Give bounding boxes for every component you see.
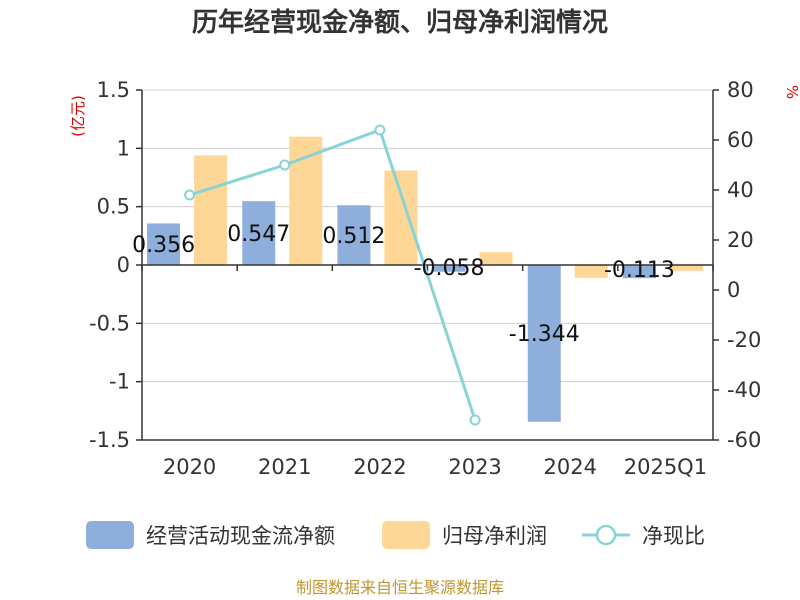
x-axis-label: 2022 bbox=[353, 455, 406, 479]
left-axis-tick-label: 0 bbox=[117, 253, 130, 277]
legend-label-net-profit: 归母净利润 bbox=[442, 524, 547, 548]
ratio-line bbox=[184, 124, 481, 426]
legend-item-net-profit[interactable]: 归母净利润 bbox=[382, 521, 547, 549]
ratio-line-path bbox=[189, 128, 477, 421]
bar-operating-cashflow bbox=[337, 205, 371, 265]
legend-label-cash-ratio: 净现比 bbox=[642, 524, 705, 548]
x-axis-label: 2023 bbox=[448, 455, 501, 479]
left-axis-tick-label: -1 bbox=[109, 370, 130, 394]
axes: 1.5 1 0.5 0 -0.5 -1 -1.5 80 60 40 20 0 -20 -40 -60 2020… bbox=[89, 78, 761, 479]
data-label-operating-cashflow: -0.058 bbox=[414, 256, 485, 281]
ratio-point bbox=[184, 189, 196, 201]
legend-item-operating-cashflow[interactable]: 经营活动现金流净额 bbox=[86, 521, 335, 549]
left-axis-tick-label: 0.5 bbox=[97, 195, 130, 219]
bar-net-profit bbox=[574, 265, 608, 278]
legend: 经营活动现金流净额 归母净利润 净现比 bbox=[86, 521, 705, 549]
bar-operating-cashflow bbox=[147, 223, 181, 265]
x-axis-label: 2021 bbox=[258, 455, 311, 479]
data-label-operating-cashflow: -1.344 bbox=[509, 322, 580, 347]
ratio-point bbox=[374, 124, 386, 136]
left-axis-tick-label: -0.5 bbox=[89, 311, 130, 335]
legend-label-operating-cashflow: 经营活动现金流净额 bbox=[146, 524, 335, 548]
bars bbox=[147, 136, 703, 422]
right-axis-tick-label: 20 bbox=[727, 228, 754, 252]
data-label-operating-cashflow: -0.113 bbox=[604, 258, 675, 283]
right-axis-tick-label: -40 bbox=[727, 378, 761, 402]
data-label-operating-cashflow: 0.512 bbox=[322, 224, 385, 249]
left-axis-tick-label: 1 bbox=[117, 136, 130, 160]
data-label-operating-cashflow: 0.356 bbox=[132, 233, 195, 258]
bar-net-profit bbox=[194, 155, 228, 265]
left-axis-tick-label: -1.5 bbox=[89, 428, 130, 452]
bar-net-profit bbox=[479, 252, 513, 265]
bar-net-profit bbox=[384, 170, 418, 265]
right-axis-tick-label: -60 bbox=[727, 428, 761, 452]
data-labels: 0.356 0.547 0.512 -0.058 -1.344 -0.113 bbox=[132, 222, 675, 347]
right-axis-tick-label: 40 bbox=[727, 178, 754, 202]
legend-item-cash-ratio[interactable]: 净现比 bbox=[582, 524, 705, 548]
left-axis-unit: (亿元) bbox=[69, 95, 87, 137]
x-axis-label: 2020 bbox=[163, 455, 216, 479]
x-axis-label: 2024 bbox=[544, 455, 597, 479]
source-note: 制图数据来自恒生聚源数据库 bbox=[296, 578, 504, 597]
right-axis-tick-label: 80 bbox=[727, 78, 754, 102]
grid-lines bbox=[142, 89, 713, 383]
bar-operating-cashflow bbox=[622, 265, 656, 279]
bar-operating-cashflow bbox=[432, 265, 466, 272]
right-axis-tick-label: 60 bbox=[727, 128, 754, 152]
ratio-point bbox=[279, 159, 291, 171]
bar-operating-cashflow bbox=[242, 201, 276, 265]
right-axis-tick-label: -20 bbox=[727, 328, 761, 352]
left-axis-tick-label: 1.5 bbox=[97, 78, 130, 102]
chart-title: 历年经营现金净额、归母净利润情况 bbox=[192, 7, 608, 38]
ratio-point bbox=[469, 414, 481, 426]
legend-swatch-net-profit bbox=[382, 521, 430, 549]
bar-net-profit bbox=[669, 265, 703, 271]
legend-swatch-operating-cashflow bbox=[86, 521, 134, 549]
legend-swatch-cash-ratio-marker bbox=[595, 524, 617, 546]
x-axis-label: 2025Q1 bbox=[624, 455, 707, 479]
bar-operating-cashflow bbox=[527, 265, 561, 422]
right-axis-tick-label: 0 bbox=[727, 278, 740, 302]
data-label-operating-cashflow: 0.547 bbox=[227, 222, 290, 247]
right-axis-unit: % bbox=[783, 85, 800, 99]
